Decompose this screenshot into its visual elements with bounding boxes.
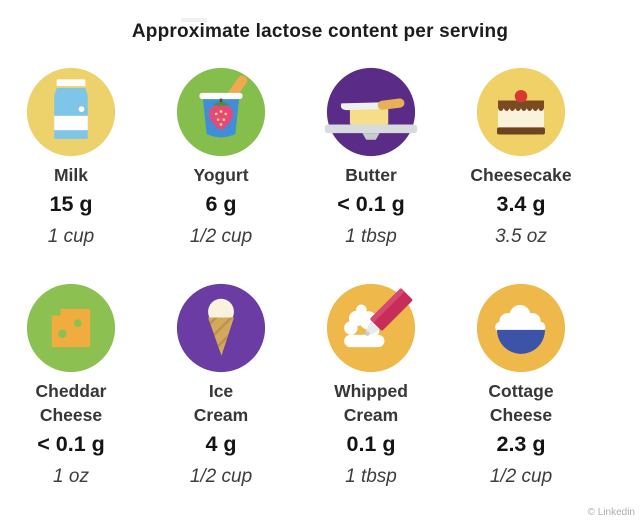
cheesecake-icon-circle [475,66,567,158]
item-name: Whipped [334,381,408,401]
cottage-cheese-bowl-icon [476,283,566,373]
item-serving-size: 1/2 cup [189,466,253,487]
yogurt-cup-icon [176,67,266,157]
item-name: Yogurt [193,165,249,185]
item-serving-size: 1 tbsp [345,226,397,247]
item-serving-size: 1/2 cup [189,226,253,247]
item-lactose-value: 15 g [49,192,93,216]
item-serving-size: 1 oz [53,466,89,487]
food-item-cottage-cheese: Cottage Cheese 2.3 g 1/2 cup [446,282,596,491]
item-lactose-value: < 0.1 g [37,432,105,456]
item-lactose-value: 0.1 g [346,432,396,456]
food-item-cheddar-cheese: Cheddar Cheese < 0.1 g 1 oz [0,282,146,491]
cheesecake-slice-icon [476,67,566,157]
milk-carton-icon [26,67,116,157]
item-serving-size: 1 tbsp [345,466,397,487]
item-serving-size: 3.5 oz [495,226,547,247]
item-serving-size: 1/2 cup [489,466,553,487]
item-serving-size: 1 cup [47,226,95,247]
item-lactose-value: 2.3 g [496,432,546,456]
item-name-line2: Cheese [489,405,553,425]
item-name-line2: Cheese [39,405,103,425]
cottage-cheese-icon-circle [475,282,567,374]
food-item-milk: Milk 15 g 1 cup [0,66,146,251]
item-name: Cheddar [35,381,107,401]
food-item-cheesecake: Cheesecake 3.4 g 3.5 oz [446,66,596,251]
food-item-whipped-cream: Whipped Cream 0.1 g 1 tbsp [296,282,446,491]
cheddar-icon-circle [25,282,117,374]
cheddar-cheese-icon [26,283,116,373]
item-lactose-value: < 0.1 g [337,192,405,216]
top-edge-artifact [181,18,207,22]
lactose-grid: Milk 15 g 1 cup Yogurt [0,66,640,491]
food-item-butter: Butter < 0.1 g 1 tbsp [296,66,446,251]
whipped-cream-canister-icon [326,283,416,373]
food-item-yogurt: Yogurt 6 g 1/2 cup [146,66,296,251]
item-name: Butter [345,165,397,185]
item-name-line2: Cream [193,405,249,425]
item-name: Cheesecake [470,165,572,185]
ice-cream-cone-icon [176,283,266,373]
milk-icon-circle [25,66,117,158]
yogurt-icon-circle [175,66,267,158]
butter-icon-circle [325,66,417,158]
item-name-line2: Cream [343,405,399,425]
item-name: Milk [53,165,89,185]
item-lactose-value: 4 g [205,432,237,456]
ice-cream-icon-circle [175,282,267,374]
item-lactose-value: 3.4 g [496,192,546,216]
page-title: Approximate lactose content per serving [131,21,509,42]
whipped-cream-icon-circle [325,282,417,374]
food-item-ice-cream: Ice Cream 4 g 1/2 cup [146,282,296,491]
item-name: Ice [208,381,234,401]
butter-dish-icon [325,67,417,157]
item-lactose-value: 6 g [205,192,237,216]
linkedin-watermark: © Linkedin [587,507,635,518]
item-name: Cottage [488,381,554,401]
